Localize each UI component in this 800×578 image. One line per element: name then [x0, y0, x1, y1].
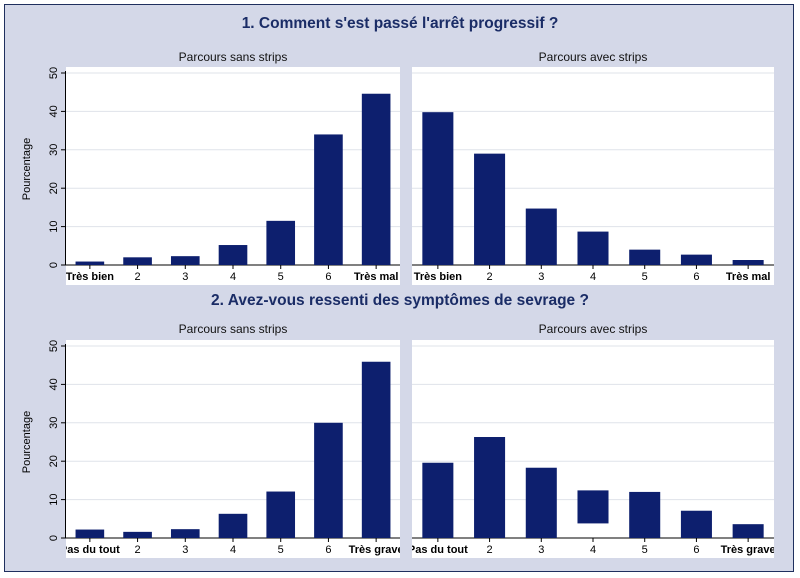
x-tick-label: 2 [487, 544, 493, 556]
y-tick-label: 50 [48, 67, 60, 79]
x-tick-label: 3 [182, 271, 188, 283]
bar [732, 524, 764, 538]
y-tick-label: 20 [48, 182, 60, 194]
y-tick-label: 10 [48, 220, 60, 232]
bar [75, 261, 105, 265]
bar [629, 249, 661, 265]
bar [525, 467, 557, 538]
x-tick-label: Pas du tout [66, 544, 120, 556]
chart-panel-4: Pas du tout 2 3 4 5 6 Très grave [412, 340, 774, 558]
x-tick-label: Très bien [414, 271, 463, 283]
x-tick-label: 5 [642, 271, 648, 283]
y-tick-label: 40 [48, 105, 60, 117]
x-tick-label: Très grave [349, 544, 400, 556]
bar [422, 112, 454, 265]
chart-panel-1: Très bien 2 3 4 5 6 Très mal [66, 67, 400, 285]
x-tick-label: 6 [693, 271, 699, 283]
x-tick-label: 4 [590, 271, 596, 283]
x-tick-label: 6 [325, 271, 331, 283]
x-tick-label: 4 [230, 271, 236, 283]
x-tick-label: 2 [487, 271, 493, 283]
x-tick-label: 3 [538, 544, 544, 556]
section-2-title: 2. Avez-vous ressenti des symptômes de s… [211, 292, 589, 309]
bar [170, 529, 200, 538]
x-tick-label: 4 [590, 544, 596, 556]
bar [474, 437, 506, 538]
panel-3-title: Parcours sans strips [178, 322, 288, 336]
x-tick-label: Pas du tout [412, 544, 468, 556]
bar [314, 134, 343, 265]
chart-panel-2: Très bien 2 3 4 5 6 Très mal [412, 67, 774, 285]
x-tick-label: 3 [538, 271, 544, 283]
bar [266, 220, 296, 265]
bar [680, 510, 712, 538]
bar [170, 256, 200, 265]
bar [75, 529, 105, 538]
y-tick-label: 10 [48, 493, 60, 505]
y-tick-label: 20 [48, 455, 60, 467]
bar [732, 260, 764, 265]
y-axis-label: Pourcentage [21, 138, 33, 200]
bar [218, 513, 248, 538]
panel-4-title: Parcours avec strips [538, 322, 648, 336]
y-axis-label: Pourcentage [21, 411, 33, 473]
x-tick-label: 5 [278, 544, 284, 556]
x-tick-label: 5 [642, 544, 648, 556]
panel-1-title: Parcours sans strips [178, 50, 288, 64]
x-tick-label: 4 [230, 544, 236, 556]
x-tick-label: 2 [135, 271, 141, 283]
y-tick-label: 30 [48, 144, 60, 156]
bar [422, 462, 454, 538]
bar [266, 491, 296, 538]
bar [123, 257, 152, 265]
bar [123, 531, 152, 538]
x-tick-label: Très mal [726, 271, 771, 283]
y-axis-3: 0 10 20 30 40 50 Pourcentage [21, 340, 66, 541]
x-tick-label: 2 [135, 544, 141, 556]
x-tick-label: 6 [693, 544, 699, 556]
bar [577, 231, 609, 265]
x-tick-label: Très bien [66, 271, 114, 283]
y-tick-label: 30 [48, 417, 60, 429]
x-tick-label: 3 [182, 544, 188, 556]
bar [218, 245, 248, 265]
y-axis-1: 0 10 20 30 40 50 Pourcentage [21, 67, 66, 268]
bar [629, 491, 661, 538]
y-tick-label: 40 [48, 378, 60, 390]
chart-panel-3: Pas du tout 2 3 4 5 6 Très grave [66, 340, 400, 558]
panel-2-title: Parcours avec strips [538, 50, 648, 64]
bar [361, 93, 391, 266]
bar [577, 490, 609, 524]
bar [474, 153, 506, 265]
y-tick-label: 50 [48, 340, 60, 352]
section-1-title: 1. Comment s'est passé l'arrêt progressi… [241, 15, 559, 32]
bar [525, 208, 557, 265]
bar [314, 422, 343, 538]
y-tick-label: 0 [48, 262, 60, 268]
y-tick-label: 0 [48, 535, 60, 541]
x-tick-label: Très mal [354, 271, 399, 283]
bar [680, 254, 712, 265]
x-tick-label: 6 [325, 544, 331, 556]
x-tick-label: Très grave [721, 544, 774, 556]
x-tick-label: 5 [278, 271, 284, 283]
bar [361, 361, 391, 538]
